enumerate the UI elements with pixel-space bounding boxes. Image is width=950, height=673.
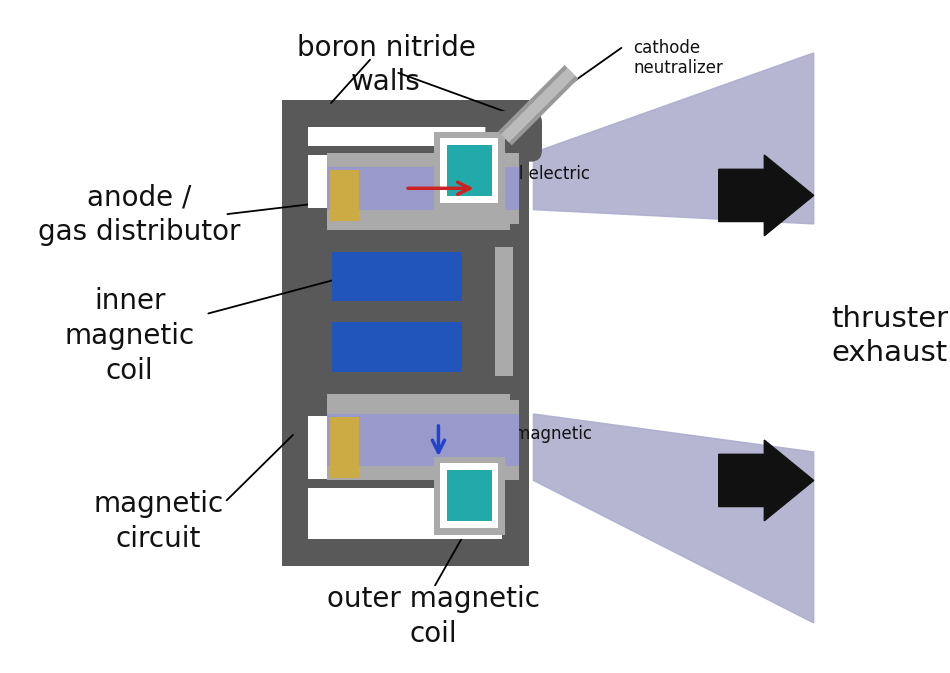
Bar (281, 100, 529, 566)
Bar (441, 463, 499, 528)
Bar (447, 145, 492, 197)
Bar (308, 416, 327, 479)
Bar (447, 470, 492, 522)
Bar (327, 466, 520, 481)
Text: axial electric
field: axial electric field (484, 165, 590, 204)
Polygon shape (719, 440, 814, 521)
Bar (308, 127, 503, 145)
Bar (441, 139, 499, 203)
Bar (496, 247, 513, 376)
Bar (310, 129, 467, 143)
Bar (308, 155, 327, 208)
Bar (332, 322, 463, 371)
Text: cathode
neutralizer: cathode neutralizer (634, 38, 723, 77)
Bar (434, 132, 505, 210)
Text: magnetic
circuit: magnetic circuit (93, 490, 223, 553)
Text: inner
magnetic
coil: inner magnetic coil (65, 287, 195, 385)
Bar (327, 414, 520, 466)
Polygon shape (534, 414, 814, 623)
Bar (327, 218, 510, 229)
Text: radial magnetic
field: radial magnetic field (463, 425, 592, 464)
Bar (327, 394, 510, 405)
Text: thruster
exhaust: thruster exhaust (831, 305, 948, 367)
Bar (434, 457, 505, 534)
Text: anode /
gas distributor: anode / gas distributor (38, 183, 240, 246)
Polygon shape (719, 155, 814, 236)
Bar (327, 210, 520, 224)
Text: boron nitride
walls: boron nitride walls (296, 34, 476, 96)
Bar (308, 487, 503, 539)
Bar (327, 153, 520, 167)
Bar (327, 167, 520, 210)
Bar (330, 417, 358, 478)
Text: outer magnetic
coil: outer magnetic coil (327, 585, 541, 647)
Bar (330, 170, 358, 221)
Polygon shape (534, 53, 814, 224)
Bar (327, 400, 520, 414)
FancyBboxPatch shape (485, 111, 542, 162)
Bar (332, 252, 463, 302)
